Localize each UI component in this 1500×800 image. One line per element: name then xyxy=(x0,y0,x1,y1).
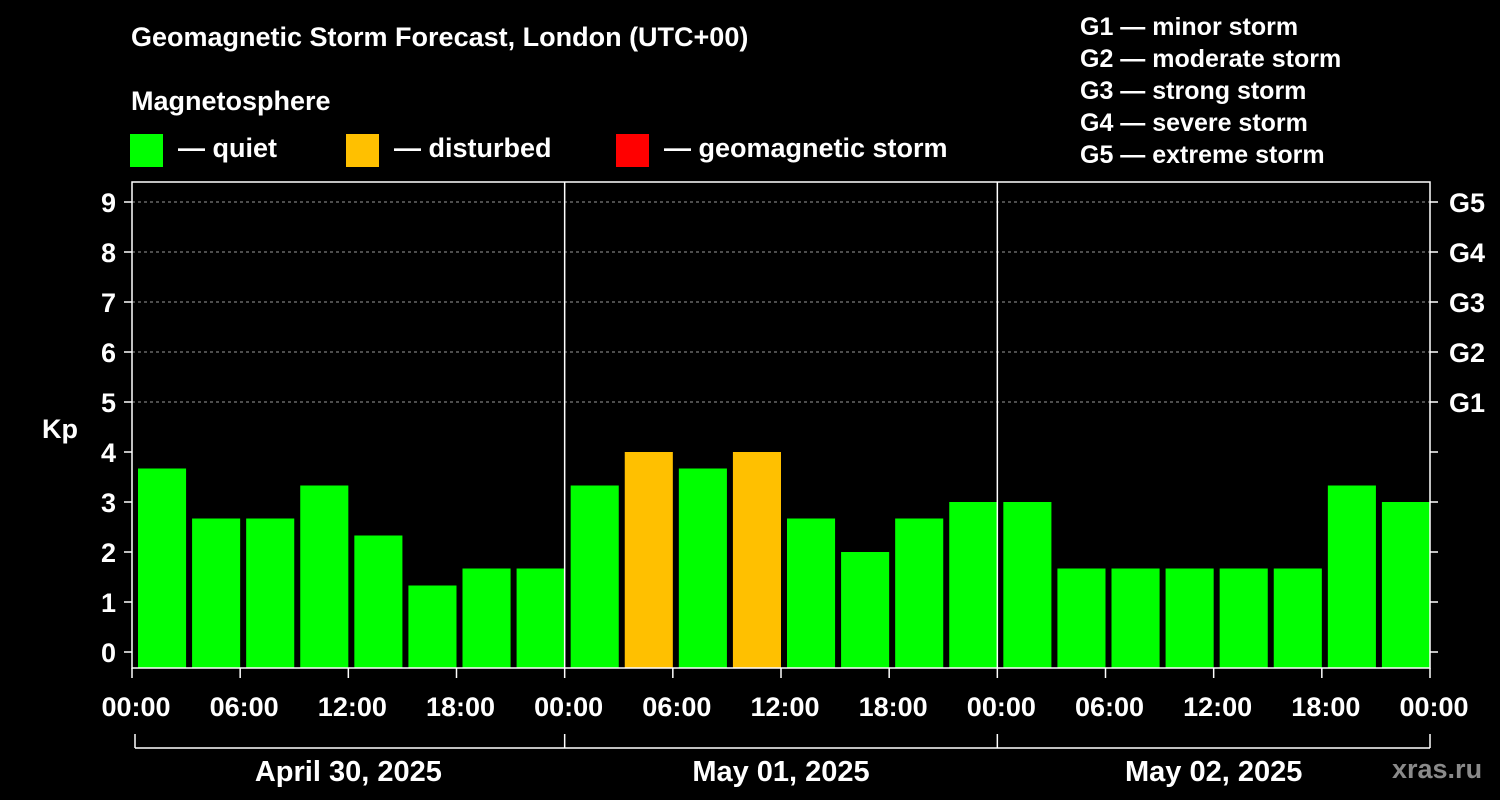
storm-level-label: G4 xyxy=(1449,238,1485,268)
y-tick-label: 5 xyxy=(101,388,116,418)
storm-scale-g3: G3 — strong storm xyxy=(1080,77,1307,105)
kp-bar xyxy=(1273,568,1322,668)
kp-bar xyxy=(138,468,187,668)
storm-level-label: G3 xyxy=(1449,288,1485,318)
watermark: xras.ru xyxy=(1392,754,1483,784)
y-axis-label: Kp xyxy=(42,414,78,444)
x-tick-label: 18:00 xyxy=(1291,692,1360,722)
day-label: May 02, 2025 xyxy=(1125,756,1302,788)
kp-bar xyxy=(1327,485,1376,668)
kp-bar xyxy=(300,485,349,668)
day-label: April 30, 2025 xyxy=(255,756,442,788)
storm-level-label: G1 xyxy=(1449,388,1485,418)
x-tick-label: 06:00 xyxy=(642,692,711,722)
legend-label-quiet: — quiet xyxy=(178,133,277,163)
x-tick-label: 00:00 xyxy=(1399,692,1468,722)
kp-bar xyxy=(1111,568,1160,668)
kp-bar xyxy=(732,452,781,668)
y-tick-label: 4 xyxy=(101,438,116,468)
legend-swatch-quiet xyxy=(130,134,163,167)
y-tick-label: 9 xyxy=(101,188,116,218)
x-tick-label: 12:00 xyxy=(318,692,387,722)
storm-scale-g1: G1 — minor storm xyxy=(1080,13,1299,41)
x-tick-label: 18:00 xyxy=(426,692,495,722)
kp-bar xyxy=(787,518,836,668)
legend-label-disturbed: — disturbed xyxy=(394,133,552,163)
kp-bar xyxy=(841,552,890,668)
legend-swatch-storm xyxy=(616,134,649,167)
kp-bar xyxy=(1057,568,1106,668)
kp-bar xyxy=(462,568,511,668)
storm-scale-g4: G4 — severe storm xyxy=(1080,109,1308,137)
legend-swatch-disturbed xyxy=(346,134,379,167)
kp-bar xyxy=(246,518,295,668)
y-tick-label: 1 xyxy=(101,588,116,618)
y-tick-label: 2 xyxy=(101,538,116,568)
y-tick-label: 6 xyxy=(101,338,116,368)
x-tick-label: 00:00 xyxy=(101,692,170,722)
kp-bar xyxy=(354,535,403,668)
y-tick-label: 0 xyxy=(101,638,116,668)
day-label: May 01, 2025 xyxy=(692,756,869,788)
storm-scale-g5: G5 — extreme storm xyxy=(1080,141,1325,169)
x-tick-label: 06:00 xyxy=(1075,692,1144,722)
kp-bar xyxy=(1381,502,1430,668)
kp-bar xyxy=(678,468,727,668)
kp-bar xyxy=(949,502,998,668)
kp-bar xyxy=(1165,568,1214,668)
y-tick-label: 3 xyxy=(101,488,116,518)
x-tick-label: 18:00 xyxy=(859,692,928,722)
kp-bar xyxy=(408,585,457,668)
kp-bar xyxy=(192,518,241,668)
kp-bar xyxy=(516,568,565,668)
x-tick-label: 00:00 xyxy=(534,692,603,722)
kp-bar xyxy=(570,485,619,668)
legend-label-storm: — geomagnetic storm xyxy=(664,133,948,163)
kp-bar xyxy=(895,518,944,668)
kp-bar xyxy=(1219,568,1268,668)
storm-scale-g2: G2 — moderate storm xyxy=(1080,45,1342,73)
storm-level-label: G2 xyxy=(1449,338,1485,368)
x-tick-label: 12:00 xyxy=(1183,692,1252,722)
x-tick-label: 00:00 xyxy=(967,692,1036,722)
x-tick-label: 06:00 xyxy=(210,692,279,722)
storm-level-label: G5 xyxy=(1449,188,1485,218)
kp-bar xyxy=(624,452,673,668)
y-tick-label: 8 xyxy=(101,238,116,268)
legend-heading: Magnetosphere xyxy=(131,86,331,116)
y-tick-label: 7 xyxy=(101,288,116,318)
x-tick-label: 12:00 xyxy=(750,692,819,722)
chart-title: Geomagnetic Storm Forecast, London (UTC+… xyxy=(131,22,749,52)
kp-bar xyxy=(1003,502,1052,668)
